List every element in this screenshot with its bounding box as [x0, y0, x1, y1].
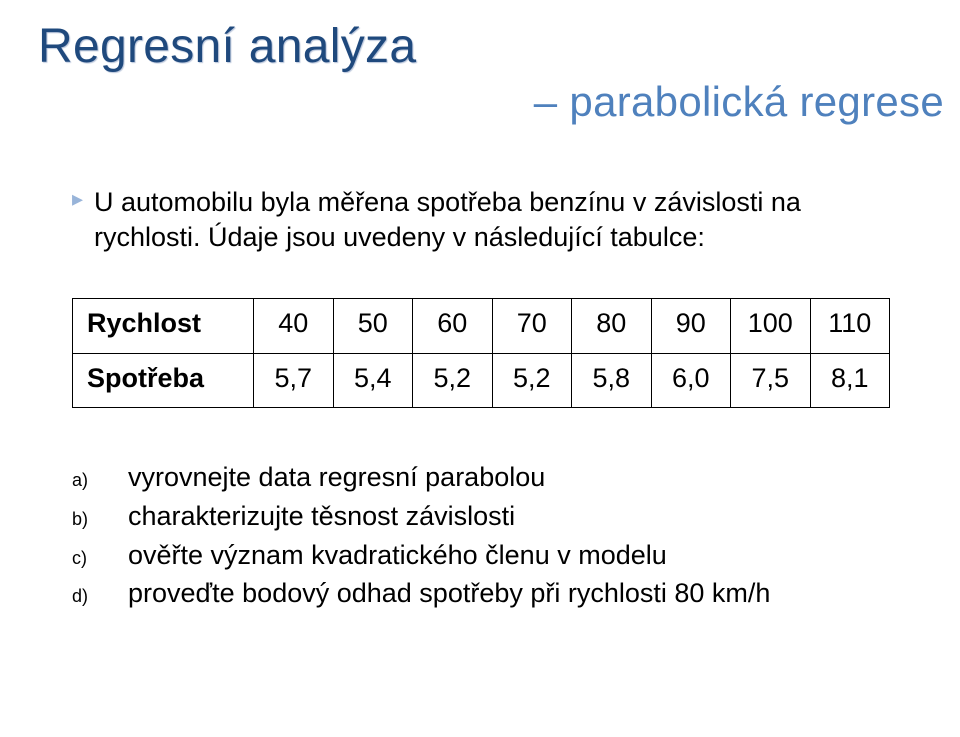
- table-header-cell: 50: [333, 299, 413, 354]
- table-cell: 8,1: [810, 353, 890, 408]
- list-marker: b): [72, 502, 128, 531]
- title-block: Regresní analýza – parabolická regrese: [38, 22, 950, 126]
- list-text: ověřte význam kvadratického členu v mode…: [128, 538, 890, 573]
- table-header-cell: 80: [572, 299, 652, 354]
- task-list: a) vyrovnejte data regresní parabolou b)…: [72, 460, 890, 610]
- table-header-cell: 40: [254, 299, 334, 354]
- title-main: Regresní analýza: [38, 22, 950, 72]
- slide: Regresní analýza – parabolická regrese ▸…: [0, 0, 960, 737]
- list-item: a) vyrovnejte data regresní parabolou: [72, 460, 890, 495]
- list-item: b) charakterizujte těsnost závislosti: [72, 499, 890, 534]
- table-row: Rychlost 40 50 60 70 80 90 100 110: [73, 299, 890, 354]
- list-text: proveďte bodový odhad spotřeby při rychl…: [128, 576, 890, 611]
- list-text: vyrovnejte data regresní parabolou: [128, 460, 890, 495]
- table-cell: 7,5: [731, 353, 811, 408]
- bullet-marker-icon: ▸: [72, 185, 94, 214]
- data-table: Rychlost 40 50 60 70 80 90 100 110 Spotř…: [72, 298, 890, 408]
- data-table-wrap: Rychlost 40 50 60 70 80 90 100 110 Spotř…: [72, 298, 890, 408]
- title-sub: – parabolická regrese: [38, 78, 950, 126]
- table-header-rychlost: Rychlost: [73, 299, 254, 354]
- table-cell: 5,2: [413, 353, 493, 408]
- list-marker: d): [72, 579, 128, 608]
- table-cell: 5,7: [254, 353, 334, 408]
- table-header-cell: 100: [731, 299, 811, 354]
- list-item: c) ověřte význam kvadratického členu v m…: [72, 538, 890, 573]
- table-cell: 5,8: [572, 353, 652, 408]
- table-header-cell: 60: [413, 299, 493, 354]
- intro-bullet: ▸ U automobilu byla měřena spotřeba benz…: [72, 185, 890, 254]
- table-cell: 5,4: [333, 353, 413, 408]
- table-row: Spotřeba 5,7 5,4 5,2 5,2 5,8 6,0 7,5 8,1: [73, 353, 890, 408]
- table-header-spotreba: Spotřeba: [73, 353, 254, 408]
- list-item: d) proveďte bodový odhad spotřeby při ry…: [72, 576, 890, 611]
- body-content: ▸ U automobilu byla měřena spotřeba benz…: [72, 185, 890, 615]
- table-header-cell: 110: [810, 299, 890, 354]
- intro-text: U automobilu byla měřena spotřeba benzín…: [94, 185, 890, 254]
- table-header-cell: 70: [492, 299, 572, 354]
- list-marker: c): [72, 541, 128, 570]
- task-list-wrap: a) vyrovnejte data regresní parabolou b)…: [72, 460, 890, 610]
- list-text: charakterizujte těsnost závislosti: [128, 499, 890, 534]
- list-marker: a): [72, 463, 128, 492]
- table-cell: 6,0: [651, 353, 731, 408]
- table-header-cell: 90: [651, 299, 731, 354]
- table-cell: 5,2: [492, 353, 572, 408]
